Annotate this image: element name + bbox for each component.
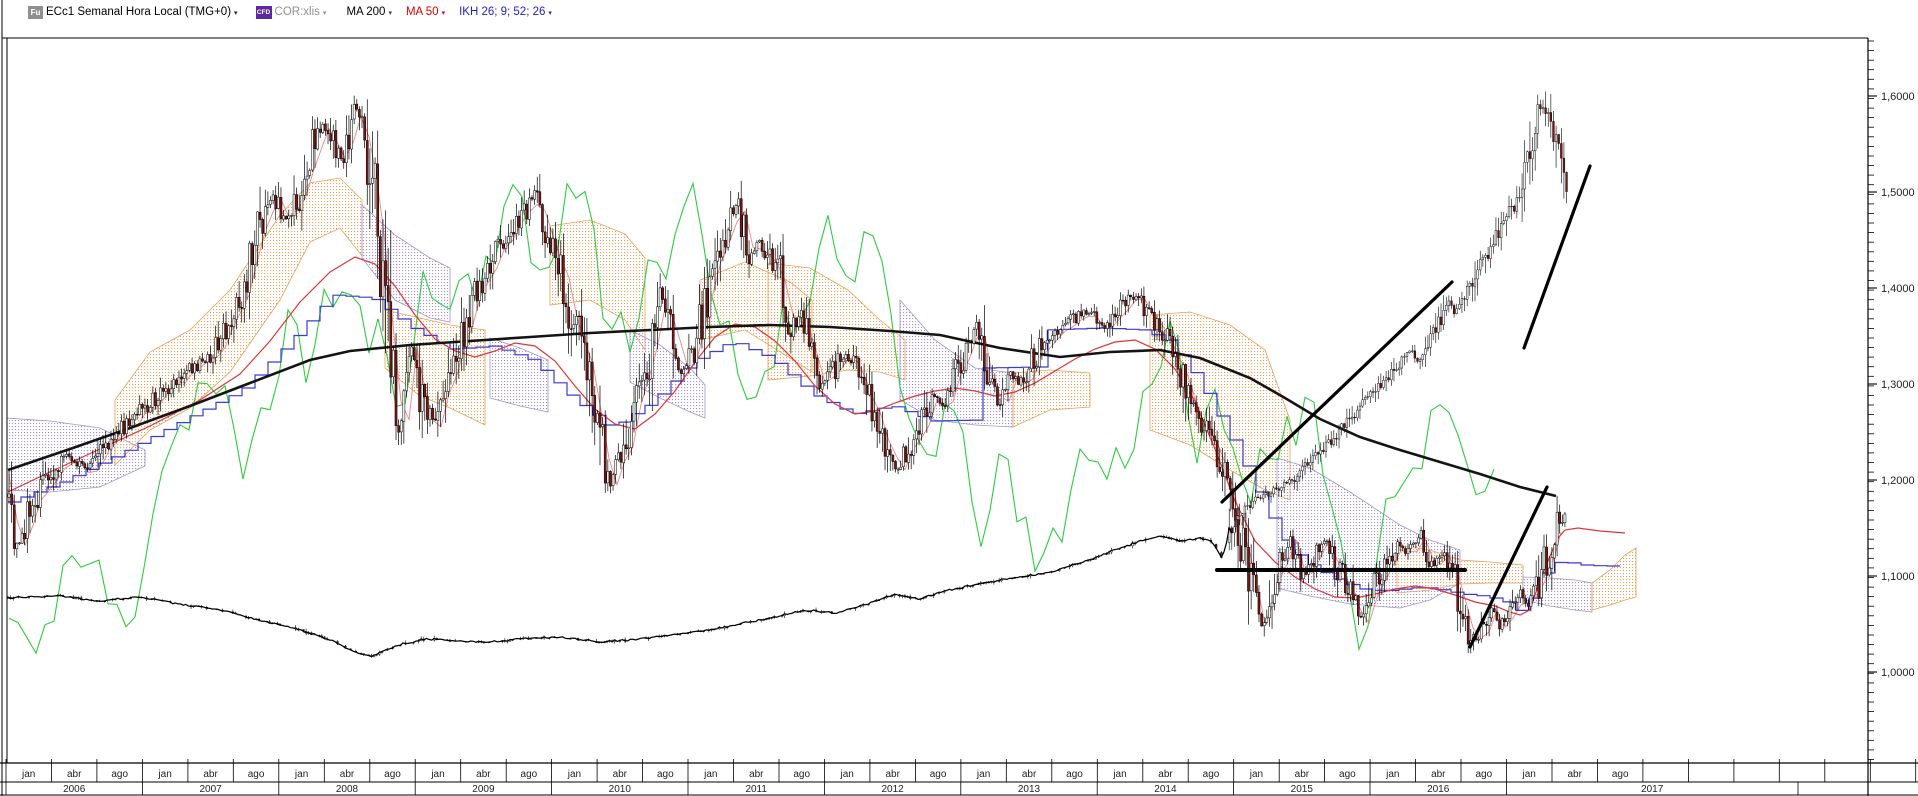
- overlay-instrument-selector[interactable]: CFD COR:xlis ▾: [255, 5, 327, 19]
- plot-area: [7, 91, 1637, 658]
- month-label: jan: [976, 769, 990, 780]
- month-label: abr: [1295, 769, 1310, 780]
- instrument-selector[interactable]: Fu ECc1 Semanal Hora Local (TMG+0) ▾: [28, 5, 238, 19]
- month-label: ago: [930, 769, 947, 780]
- ma200-indicator-menu[interactable]: MA 200 ▾: [346, 6, 392, 18]
- month-label: jan: [840, 769, 854, 780]
- year-label: 2016: [1427, 784, 1450, 795]
- chevron-down-icon: ▾: [441, 10, 446, 17]
- price-axis-label: 1,1000: [1881, 571, 1915, 583]
- price-axis-label: 1,3000: [1881, 379, 1915, 391]
- month-label: jan: [567, 769, 581, 780]
- month-label: ago: [1339, 769, 1356, 780]
- month-label: ago: [1475, 769, 1492, 780]
- month-label: abr: [885, 769, 900, 780]
- overlay-series-cor: [7, 91, 1568, 658]
- chart-toolbar: Fu ECc1 Semanal Hora Local (TMG+0) ▾ CFD…: [0, 0, 1918, 24]
- chart-title: ECc1 Semanal Hora Local (TMG+0): [46, 6, 232, 18]
- short-steep-line[interactable]: [1468, 485, 1549, 649]
- month-label: jan: [157, 769, 171, 780]
- month-label: abr: [1022, 769, 1037, 780]
- year-label: 2010: [609, 784, 632, 795]
- year-label: 2015: [1291, 784, 1314, 795]
- month-label: abr: [340, 769, 355, 780]
- year-label: 2013: [1018, 784, 1041, 795]
- month-label: ago: [657, 769, 674, 780]
- month-label: ago: [1203, 769, 1220, 780]
- rising-channel-line[interactable]: [1220, 280, 1454, 504]
- cfd-icon: CFD: [255, 5, 272, 19]
- month-label: abr: [67, 769, 82, 780]
- chevron-down-icon: ▾: [234, 10, 238, 17]
- month-label: abr: [1431, 769, 1446, 780]
- tenkan-line: [8, 114, 1562, 639]
- month-label: jan: [21, 769, 35, 780]
- month-label: jan: [430, 769, 444, 780]
- overlay-close-line: [7, 525, 1233, 658]
- cloud-purple: [489, 337, 549, 413]
- time-axis: jan abr ago jan abr ago jan abr ago jan abr ago jan a…: [5, 759, 1917, 795]
- ikh-label: IKH 26; 9; 52; 26: [459, 6, 546, 18]
- year-label: 2007: [199, 784, 222, 795]
- ma200-line: [7, 323, 1557, 498]
- chevron-down-icon: ▾: [322, 10, 327, 17]
- chevron-down-icon: ▾: [548, 10, 552, 17]
- price-axis-label: 1,4000: [1881, 283, 1915, 295]
- month-label: ago: [111, 769, 128, 780]
- drawn-trendlines: [1215, 164, 1592, 649]
- cloud-purple: [629, 329, 706, 419]
- ma200-label: MA 200: [346, 6, 386, 18]
- price-axis: 1,6000 1,5000 1,4000 1,3000 1,2000 1,1000 1,00…: [1868, 40, 1915, 760]
- month-label: abr: [1158, 769, 1173, 780]
- year-label: 2014: [1154, 784, 1177, 795]
- month-label: abr: [749, 769, 764, 780]
- month-label: jan: [703, 769, 717, 780]
- chevron-down-icon: ▾: [388, 10, 392, 17]
- month-label: ago: [384, 769, 401, 780]
- oscillator-green-line: [8, 181, 1495, 655]
- ichimoku-indicator-menu[interactable]: IKH 26; 9; 52; 26 ▾: [459, 6, 552, 18]
- year-label: 2011: [745, 784, 767, 795]
- month-label: jan: [1112, 769, 1126, 780]
- ma50-line: [7, 256, 1626, 616]
- year-label: 2012: [881, 784, 904, 795]
- year-label: 2009: [472, 784, 495, 795]
- main-candle-series: [7, 95, 1567, 654]
- upper-parallel-line[interactable]: [1522, 164, 1592, 350]
- year-label: 2008: [336, 784, 359, 795]
- futures-icon: Fu: [28, 5, 43, 19]
- price-axis-label: 1,6000: [1881, 91, 1915, 103]
- month-label: jan: [1522, 769, 1536, 780]
- overlay-label: COR:xlis: [274, 6, 320, 18]
- month-label: abr: [613, 769, 628, 780]
- ma50-label: MA 50: [405, 6, 439, 18]
- month-label: ago: [793, 769, 810, 780]
- price-axis-label: 1,5000: [1881, 187, 1915, 199]
- year-label: 2017: [1641, 784, 1664, 795]
- month-label: jan: [294, 769, 308, 780]
- month-label: abr: [203, 769, 218, 780]
- ma50-indicator-menu[interactable]: MA 50 ▾: [406, 6, 445, 18]
- cloud-orange: [1591, 547, 1637, 611]
- cloud-purple: [7, 417, 146, 493]
- month-label: jan: [1385, 769, 1399, 780]
- month-label: abr: [1567, 769, 1582, 780]
- price-axis-label: 1,2000: [1881, 475, 1915, 487]
- month-label: jan: [1249, 769, 1263, 780]
- month-label: ago: [248, 769, 265, 780]
- year-label: 2006: [63, 784, 86, 795]
- kijun-blue-line: [8, 294, 1620, 611]
- month-label: abr: [476, 769, 491, 780]
- month-label: ago: [1066, 769, 1083, 780]
- month-label: ago: [1612, 769, 1629, 780]
- price-axis-label: 1,0000: [1881, 667, 1915, 679]
- month-label: ago: [521, 769, 538, 780]
- cloud-orange: [114, 177, 363, 466]
